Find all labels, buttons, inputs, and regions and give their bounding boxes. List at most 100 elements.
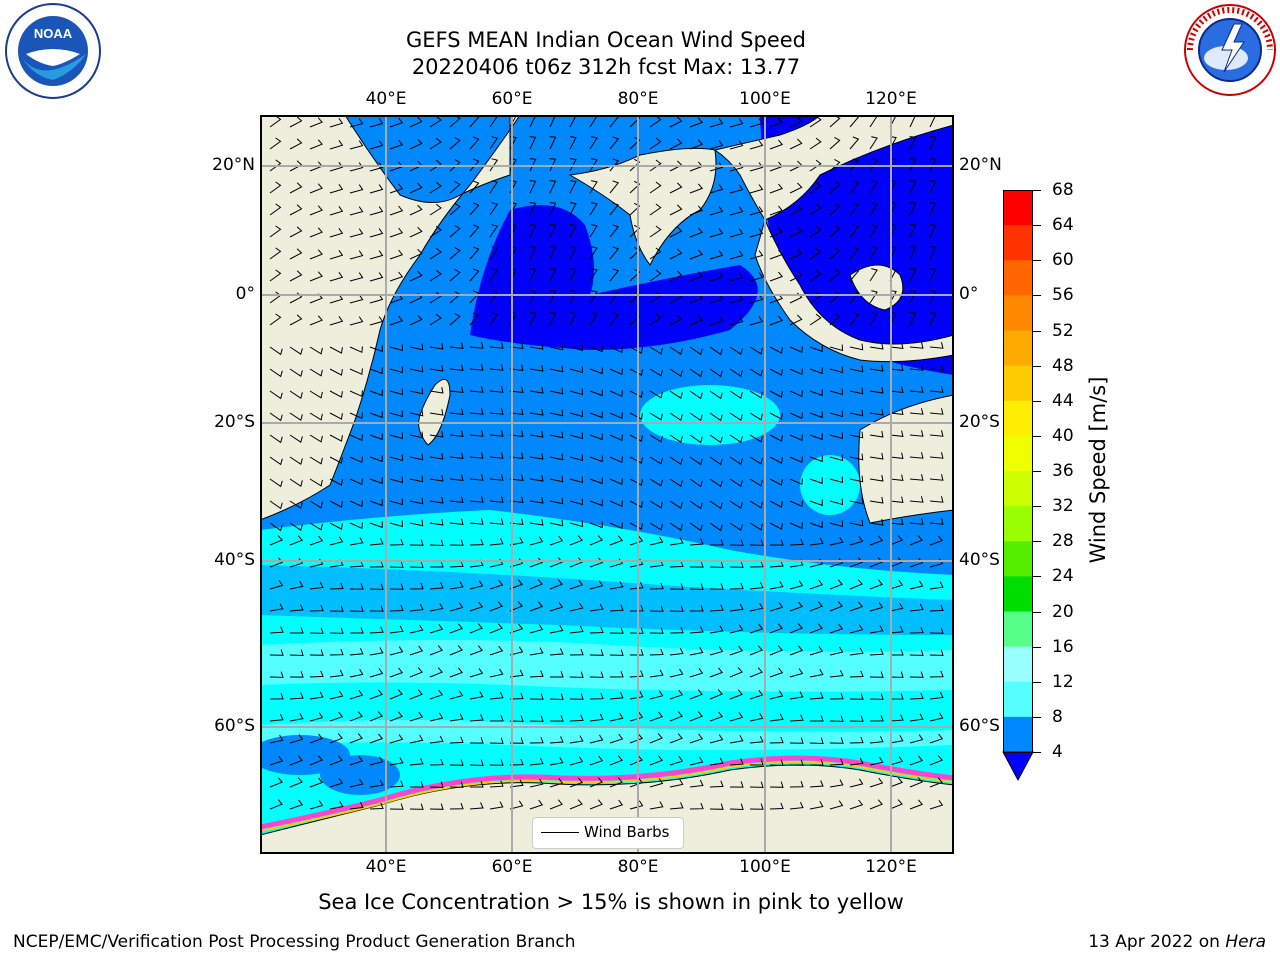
wind-barb: [369, 779, 384, 788]
colorbar-segment: [1003, 225, 1033, 261]
wind-barb: [749, 478, 763, 487]
wind-barb: [429, 667, 443, 678]
wind-barb: [329, 711, 344, 722]
wind-barb: [649, 605, 664, 612]
wind-barb: [269, 500, 283, 510]
wind-barb: [749, 272, 764, 282]
wind-barb: [869, 136, 878, 150]
wind-barb: [489, 246, 499, 260]
lon-label-top-60e: 60°E: [491, 89, 533, 109]
wind-barb: [369, 140, 384, 150]
wind-barb: [609, 692, 624, 700]
wind-barb: [849, 519, 864, 527]
wind-barb: [929, 712, 944, 722]
wind-barb: [429, 365, 444, 372]
wind-barb: [709, 140, 724, 150]
colorbar-tick-mark: [1033, 190, 1041, 191]
wind-barb: [329, 118, 344, 128]
wind-barb: [829, 737, 844, 744]
wind-barb: [269, 671, 284, 678]
wind-barb: [769, 456, 783, 464]
wind-barb: [549, 202, 557, 216]
wind-barb: [289, 138, 303, 150]
wind-barb: [389, 476, 404, 484]
wind-barb: [369, 538, 384, 546]
wind-barb: [849, 180, 860, 194]
wind-barb: [749, 228, 764, 238]
wind-barb: [329, 778, 344, 788]
wind-barb: [309, 522, 323, 531]
wind-barb: [929, 290, 937, 304]
wind-barb: [729, 624, 744, 634]
wind-barb: [849, 579, 863, 590]
wind-barb: [369, 411, 383, 419]
wind-barb: [269, 713, 284, 722]
wind-barb: [449, 181, 461, 194]
wind-barb: [769, 117, 784, 128]
wind-barb: [489, 408, 504, 415]
wind-barb: [889, 290, 897, 304]
lon-label-bottom-120e: 120°E: [865, 857, 917, 877]
wind-barb: [469, 518, 484, 525]
wind-barb: [289, 248, 303, 260]
wind-barb: [329, 228, 344, 238]
wind-barb: [809, 801, 824, 810]
wind-barb: [809, 759, 824, 766]
wind-barb: [649, 346, 663, 355]
wind-barb: [529, 647, 544, 656]
wind-barb: [829, 136, 841, 150]
wind-barb: [349, 689, 364, 700]
wind-barb: [549, 136, 557, 150]
wind-barb: [729, 184, 744, 194]
wind-barb: [689, 626, 704, 634]
wind-barb: [649, 434, 663, 443]
wind-barb: [389, 604, 404, 612]
wind-barb: [429, 137, 442, 150]
wind-barb: [709, 757, 724, 766]
wind-barb: [769, 581, 784, 590]
colorbar-tick-label: 68: [1052, 180, 1074, 200]
wind-barb: [929, 733, 944, 744]
wind-barb: [449, 781, 464, 788]
wind-barb: [489, 668, 504, 678]
wind-barb: [349, 184, 364, 194]
wind-barb: [889, 158, 897, 172]
wind-barb: [409, 409, 424, 417]
wind-barb: [849, 158, 860, 172]
wind-barb: [469, 623, 483, 634]
wind-barb: [569, 476, 584, 484]
wind-barb: [489, 386, 504, 393]
colorbar-segment: [1003, 435, 1033, 472]
wind-barb: [929, 452, 944, 459]
wind-barb: [409, 314, 423, 326]
wind-barb: [509, 623, 524, 634]
wind-barb: [549, 778, 564, 788]
wind-barb: [909, 671, 924, 678]
wind-barb: [669, 116, 683, 128]
wind-barb: [529, 579, 543, 590]
wind-barb: [489, 474, 504, 481]
wind-barb: [289, 558, 304, 568]
wind-barb: [369, 626, 384, 634]
wind-barb: [789, 346, 803, 354]
wind-barb: [789, 522, 803, 530]
wind-barb: [309, 346, 323, 355]
wind-barb: [289, 346, 303, 355]
wind-barb: [809, 269, 822, 282]
wind-barb: [689, 315, 704, 326]
wind-barb: [289, 649, 304, 657]
wind-barb: [509, 579, 523, 590]
wind-barb: [669, 368, 683, 377]
wind-barb: [569, 756, 584, 766]
wind-barb: [549, 180, 557, 194]
wind-barb: [909, 692, 924, 700]
wind-barb: [789, 801, 804, 810]
wind-barb: [829, 498, 844, 506]
wind-barb: [769, 781, 784, 788]
wind-barb: [449, 539, 464, 546]
wind-barb: [369, 184, 384, 194]
wind-barb: [769, 390, 783, 398]
wind-barb: [289, 116, 303, 128]
wind-barb: [569, 290, 577, 304]
wind-barb: [329, 434, 343, 442]
